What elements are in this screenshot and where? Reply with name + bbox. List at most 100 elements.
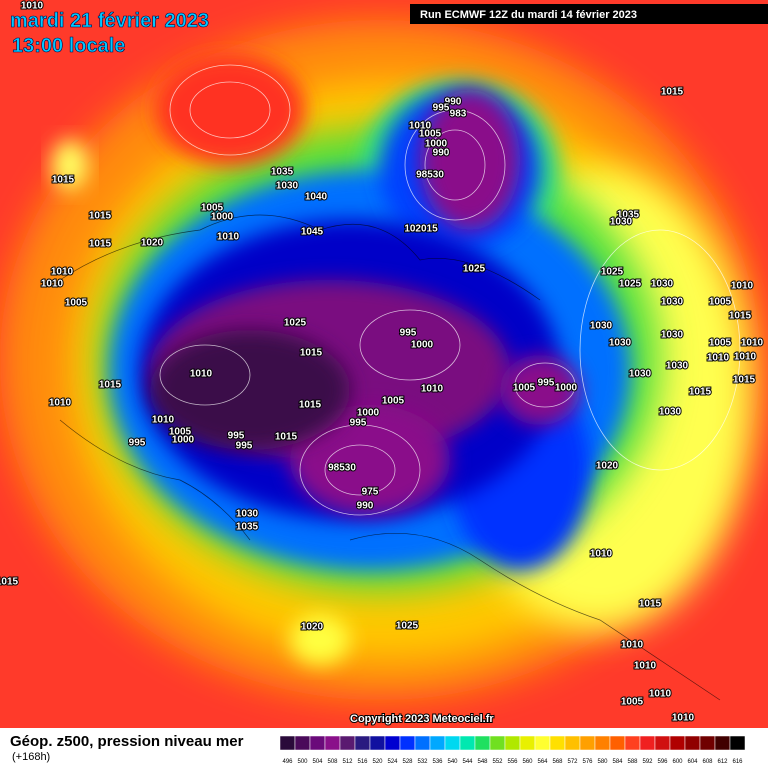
color-legend: 496 500 504 508 512 516 520 524 528 532 536 540 544 5…: [279, 735, 746, 765]
pressure-label: 1015: [729, 311, 752, 322]
pressure-label: 1025: [396, 621, 419, 632]
pressure-label: 1015: [733, 375, 756, 386]
legend-swatch: [609, 735, 626, 751]
pressure-label: 98530: [328, 463, 356, 474]
pressure-label: 990: [357, 501, 374, 512]
pressure-label: 983: [450, 109, 467, 120]
legend-label: 532: [417, 759, 428, 765]
pressure-label: 1010: [731, 281, 754, 292]
legend-swatch: [699, 735, 716, 751]
legend-label: 496: [282, 759, 293, 765]
pressure-label: 1015: [99, 380, 122, 391]
legend-swatch: [714, 735, 731, 751]
pressure-label: 1005: [419, 129, 442, 140]
legend-swatch: [624, 735, 641, 751]
pressure-label: 995: [129, 438, 146, 449]
pressure-label: 1000: [172, 435, 195, 446]
pressure-label: 1010: [21, 1, 44, 12]
legend-label: 556: [507, 759, 518, 765]
legend-swatch: [384, 735, 401, 751]
pressure-label: 1010: [590, 549, 613, 560]
pressure-label: 995: [433, 103, 450, 114]
pressure-label: 1010: [734, 352, 757, 363]
pressure-label: 1005: [382, 396, 405, 407]
legend-swatch: [459, 735, 476, 751]
pressure-label: 1010: [409, 121, 432, 132]
pressure-label: 1025: [601, 267, 624, 278]
legend-swatch: [549, 735, 566, 751]
pressure-label: 1015: [639, 599, 662, 610]
pressure-label: 995: [400, 328, 417, 339]
legend-label: 500: [297, 759, 308, 765]
pressure-label: 990: [433, 148, 450, 159]
legend-label: 608: [702, 759, 713, 765]
legend-label: 504: [312, 759, 323, 765]
legend-swatch: [324, 735, 341, 751]
legend-label: 512: [342, 759, 353, 765]
pressure-label: 1005: [65, 298, 88, 309]
pressure-label: 1010: [421, 384, 444, 395]
legend-label: 540: [447, 759, 458, 765]
legend-swatch: [429, 735, 446, 751]
legend-label: 596: [657, 759, 668, 765]
legend-label: 604: [687, 759, 698, 765]
legend-label: 600: [672, 759, 683, 765]
copyright: Copyright 2023 Meteociel.fr: [350, 713, 494, 725]
pressure-label: 990: [445, 97, 462, 108]
pressure-label: 1015: [0, 577, 19, 588]
pressure-label: 1025: [463, 264, 486, 275]
legend-swatch: [279, 735, 296, 751]
pressure-label: 1030: [276, 181, 299, 192]
pressure-label: 995: [350, 418, 367, 429]
pressure-label: 995: [538, 378, 555, 389]
legend-swatch: [684, 735, 701, 751]
pressure-label: 1005: [201, 203, 224, 214]
legend-label: 524: [387, 759, 398, 765]
coastlines: [59, 214, 721, 701]
legend-label: 584: [612, 759, 623, 765]
pressure-label: 1030: [610, 217, 633, 228]
pressure-label: 1015: [275, 432, 298, 443]
pressure-label: 1040: [305, 192, 328, 203]
legend-swatch: [504, 735, 521, 751]
legend-swatch: [489, 735, 506, 751]
legend-swatch: [294, 735, 311, 751]
pressure-label: 1025: [284, 318, 307, 329]
legend-label: 516: [357, 759, 368, 765]
legend-swatch: [414, 735, 431, 751]
pressure-label: 1035: [236, 522, 259, 533]
pressure-label: 1010: [672, 713, 695, 724]
legend-swatch: [639, 735, 656, 751]
legend-swatch: [564, 735, 581, 751]
pressure-label: 1000: [425, 139, 448, 150]
pressure-label: 1010: [152, 415, 175, 426]
pressure-label: 1035: [617, 210, 640, 221]
legend-label: 520: [372, 759, 383, 765]
pressure-label: 1010: [707, 353, 730, 364]
footer-title: Géop. z500, pression niveau mer: [10, 733, 244, 750]
legend-label: 536: [432, 759, 443, 765]
isobars: [159, 64, 741, 516]
pressure-label: 1045: [301, 227, 324, 238]
legend-label: 564: [537, 759, 548, 765]
legend-swatch: [339, 735, 356, 751]
legend-label: 552: [492, 759, 503, 765]
legend-swatch: [729, 735, 746, 751]
pressure-label: 1030: [659, 407, 682, 418]
field: [0, 0, 768, 728]
legend-label: 544: [462, 759, 473, 765]
pressure-label: 1010: [49, 398, 72, 409]
legend-label: 560: [522, 759, 533, 765]
pressure-label: 1030: [661, 297, 684, 308]
pressure-label: 1015: [89, 211, 112, 222]
time: 13:00 locale: [12, 35, 125, 57]
pressure-label: 1030: [661, 330, 684, 341]
legend-swatch: [669, 735, 686, 751]
pressure-label: 1010: [621, 640, 644, 651]
legend-label: 592: [642, 759, 653, 765]
pressure-label: 1005: [709, 297, 732, 308]
legend-label: 612: [717, 759, 728, 765]
pressure-label: 1030: [666, 361, 689, 372]
